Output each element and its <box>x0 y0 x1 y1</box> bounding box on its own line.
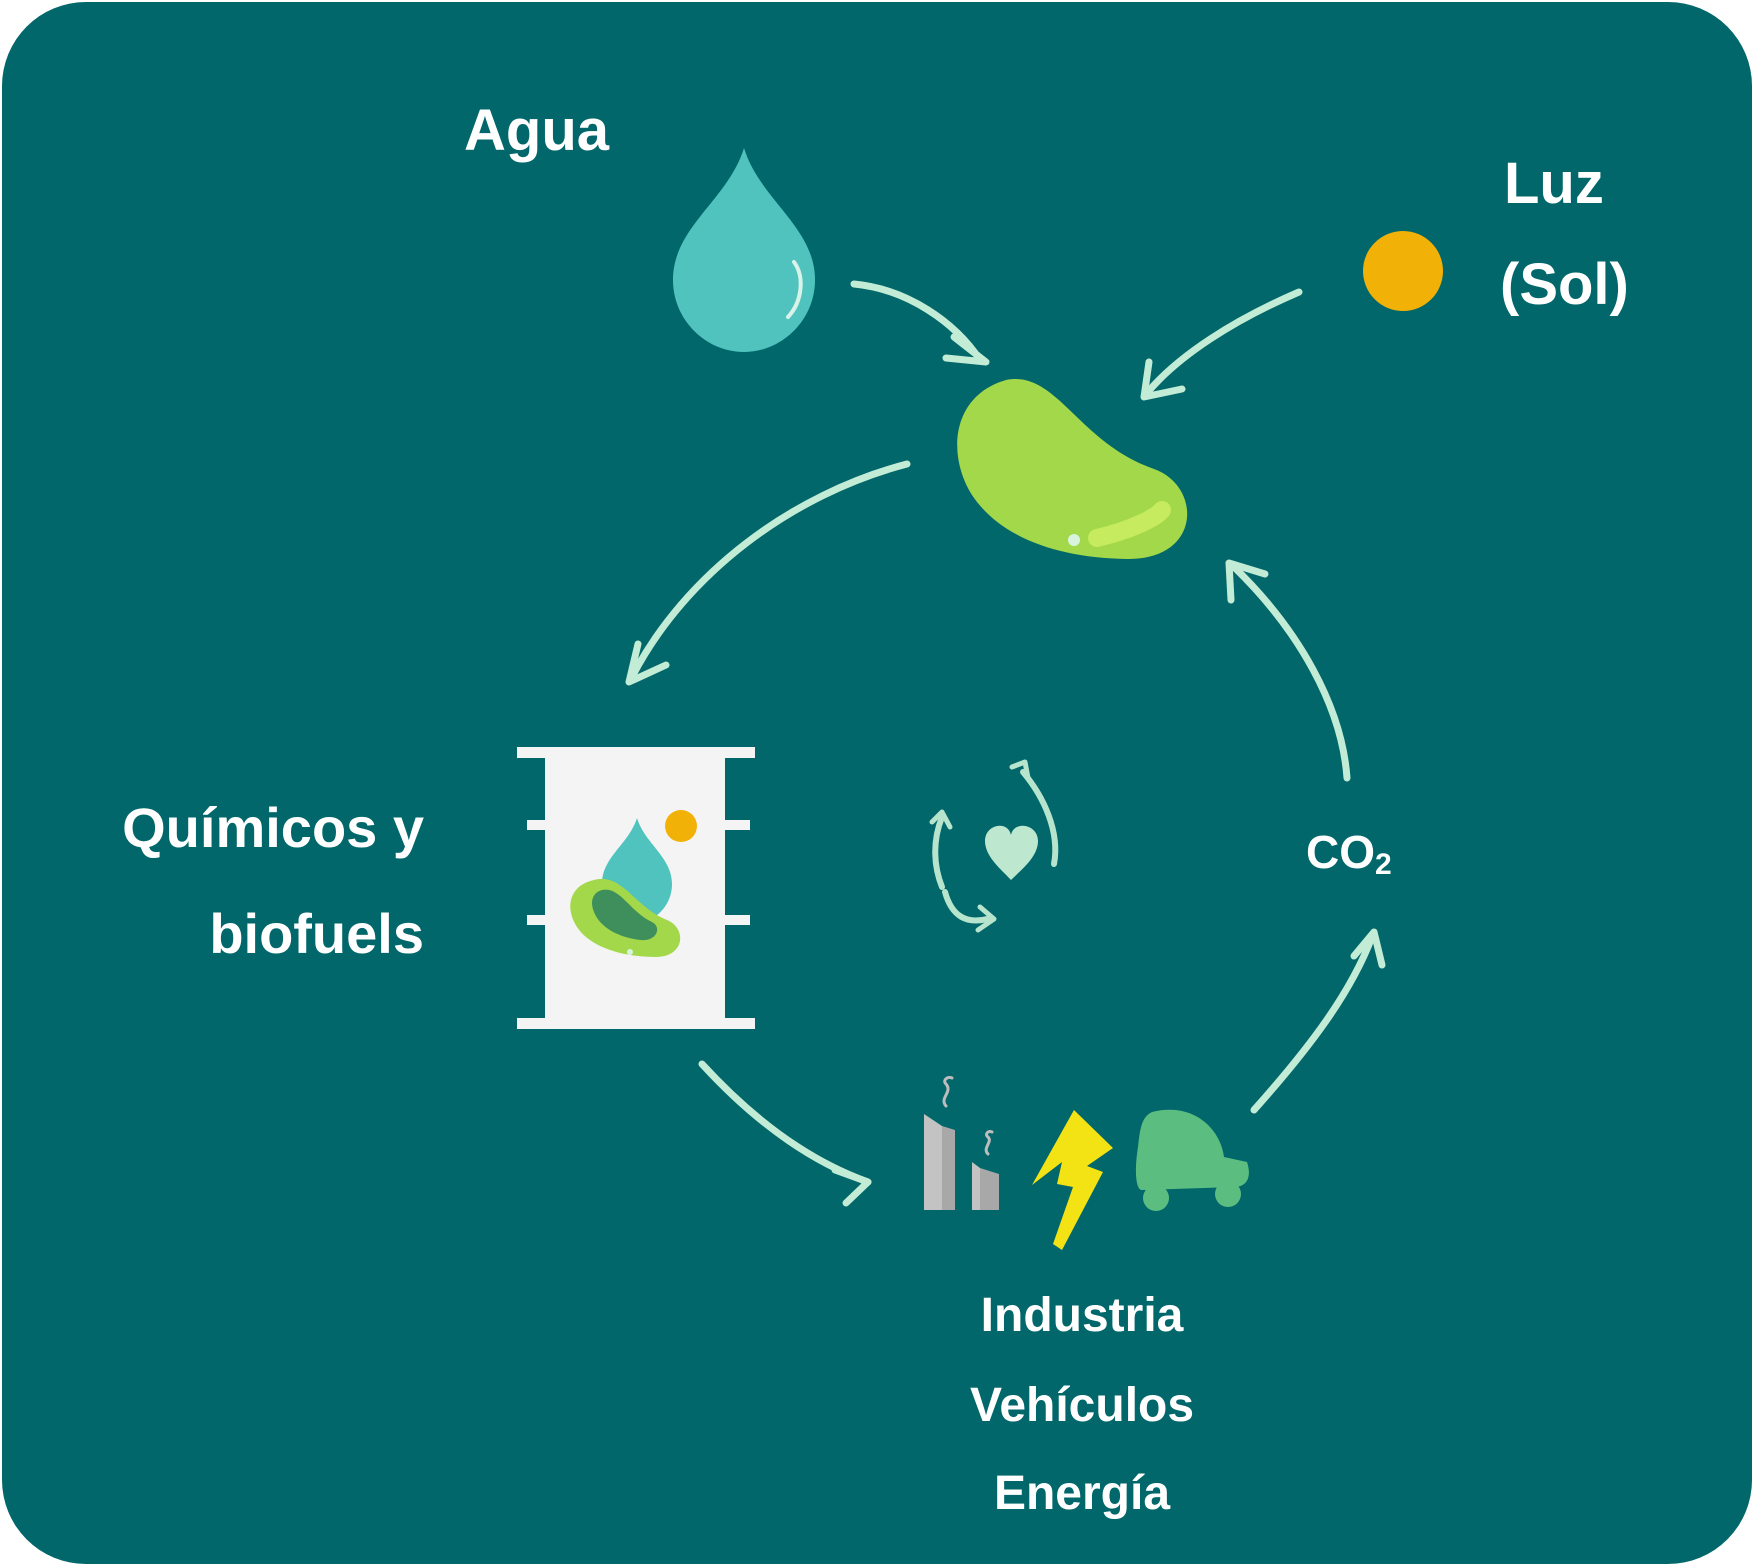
arrow-barrel-to-uses <box>698 1060 872 1207</box>
label-water: Agua <box>464 98 609 163</box>
microalgae-cell-icon <box>957 379 1188 560</box>
water-drop-icon <box>673 148 815 352</box>
arrow-uses-to-co2 <box>1250 928 1386 1114</box>
label-sun: (Sol) <box>1500 252 1629 317</box>
car-icon <box>1135 1109 1249 1211</box>
co2-subscript: 2 <box>1375 848 1392 881</box>
label-biofuels: biofuels <box>209 902 424 965</box>
label-vehicles: Vehículos <box>969 1379 1195 1432</box>
arrow-sun-to-algae <box>1140 288 1303 401</box>
factory-icon <box>924 1076 999 1210</box>
label-industry: Industria <box>980 1289 1184 1342</box>
arrow-co2-to-algae <box>1225 559 1351 782</box>
co2-main: CO <box>1306 826 1375 878</box>
arrow-water-to-algae <box>850 280 990 366</box>
label-energy: Energía <box>993 1467 1171 1520</box>
label-light: Luz <box>1504 151 1604 216</box>
sun-icon <box>1363 231 1443 311</box>
arrow-algae-to-barrel <box>625 460 911 686</box>
barrel-icon <box>517 747 755 1029</box>
recycle-heart-icon <box>929 759 1059 933</box>
label-chemicals: Químicos y <box>122 796 424 859</box>
label-co2: CO2 <box>1306 829 1392 880</box>
lightning-bolt-icon <box>1032 1110 1113 1250</box>
